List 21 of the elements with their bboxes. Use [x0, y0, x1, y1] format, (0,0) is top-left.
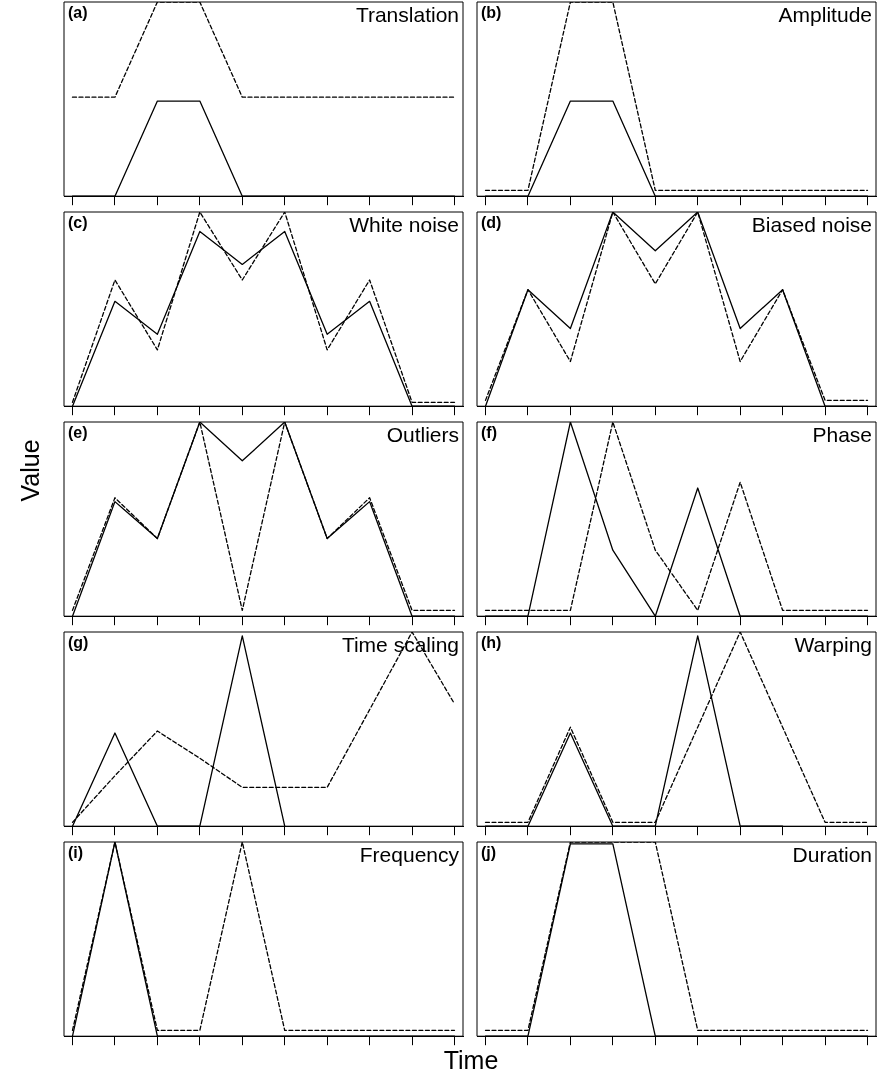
chart-title: (a) [68, 4, 88, 22]
chart-title: (b) [481, 4, 502, 22]
chart-subtitle: Biased noise [751, 213, 872, 237]
chart-subtitle: Translation [355, 3, 459, 27]
chart-title: (g) [68, 634, 89, 652]
chart-title: (i) [68, 844, 84, 862]
chart-title: (c) [68, 214, 88, 232]
chart-title: (e) [68, 424, 88, 442]
chart-subtitle: Outliers [386, 423, 459, 447]
x-axis-title: Time [442, 1046, 500, 1075]
chart-subtitle: Frequency [359, 843, 460, 867]
chart-title: (f) [481, 424, 497, 442]
chart-title: (d) [481, 214, 502, 232]
chart-title: (h) [481, 634, 502, 652]
chart-title: (j) [481, 844, 497, 862]
chart-subtitle: White noise [349, 213, 459, 237]
chart-subtitle: Duration [792, 843, 872, 867]
chart-subtitle: Warping [794, 633, 872, 657]
chart-subtitle: Amplitude [778, 3, 872, 27]
y-axis-title: Value [15, 438, 45, 502]
chart-subtitle: Phase [812, 423, 872, 447]
